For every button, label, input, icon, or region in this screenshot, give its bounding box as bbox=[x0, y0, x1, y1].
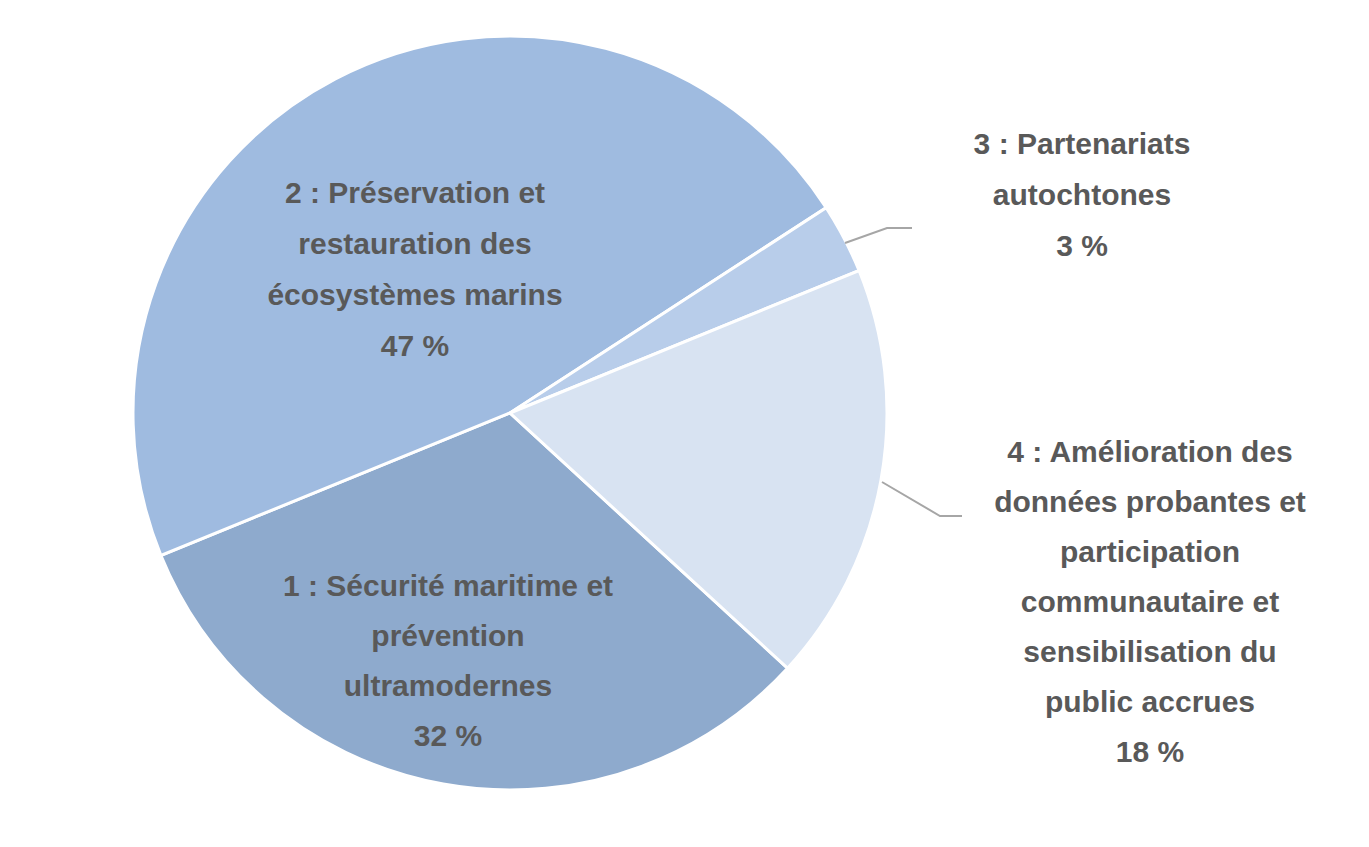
svg-text:2 : Préservation etrestauratio: 2 : Préservation etrestauration desécosy… bbox=[267, 176, 562, 362]
svg-text:3 : Partenariatsautochtones3 %: 3 : Partenariatsautochtones3 % bbox=[974, 127, 1191, 262]
svg-text:1 : Sécurité maritime etpréven: 1 : Sécurité maritime etpréventionultram… bbox=[283, 569, 613, 752]
svg-text:4 : Amélioration desdonnées pr: 4 : Amélioration desdonnées probantes et… bbox=[994, 435, 1306, 768]
